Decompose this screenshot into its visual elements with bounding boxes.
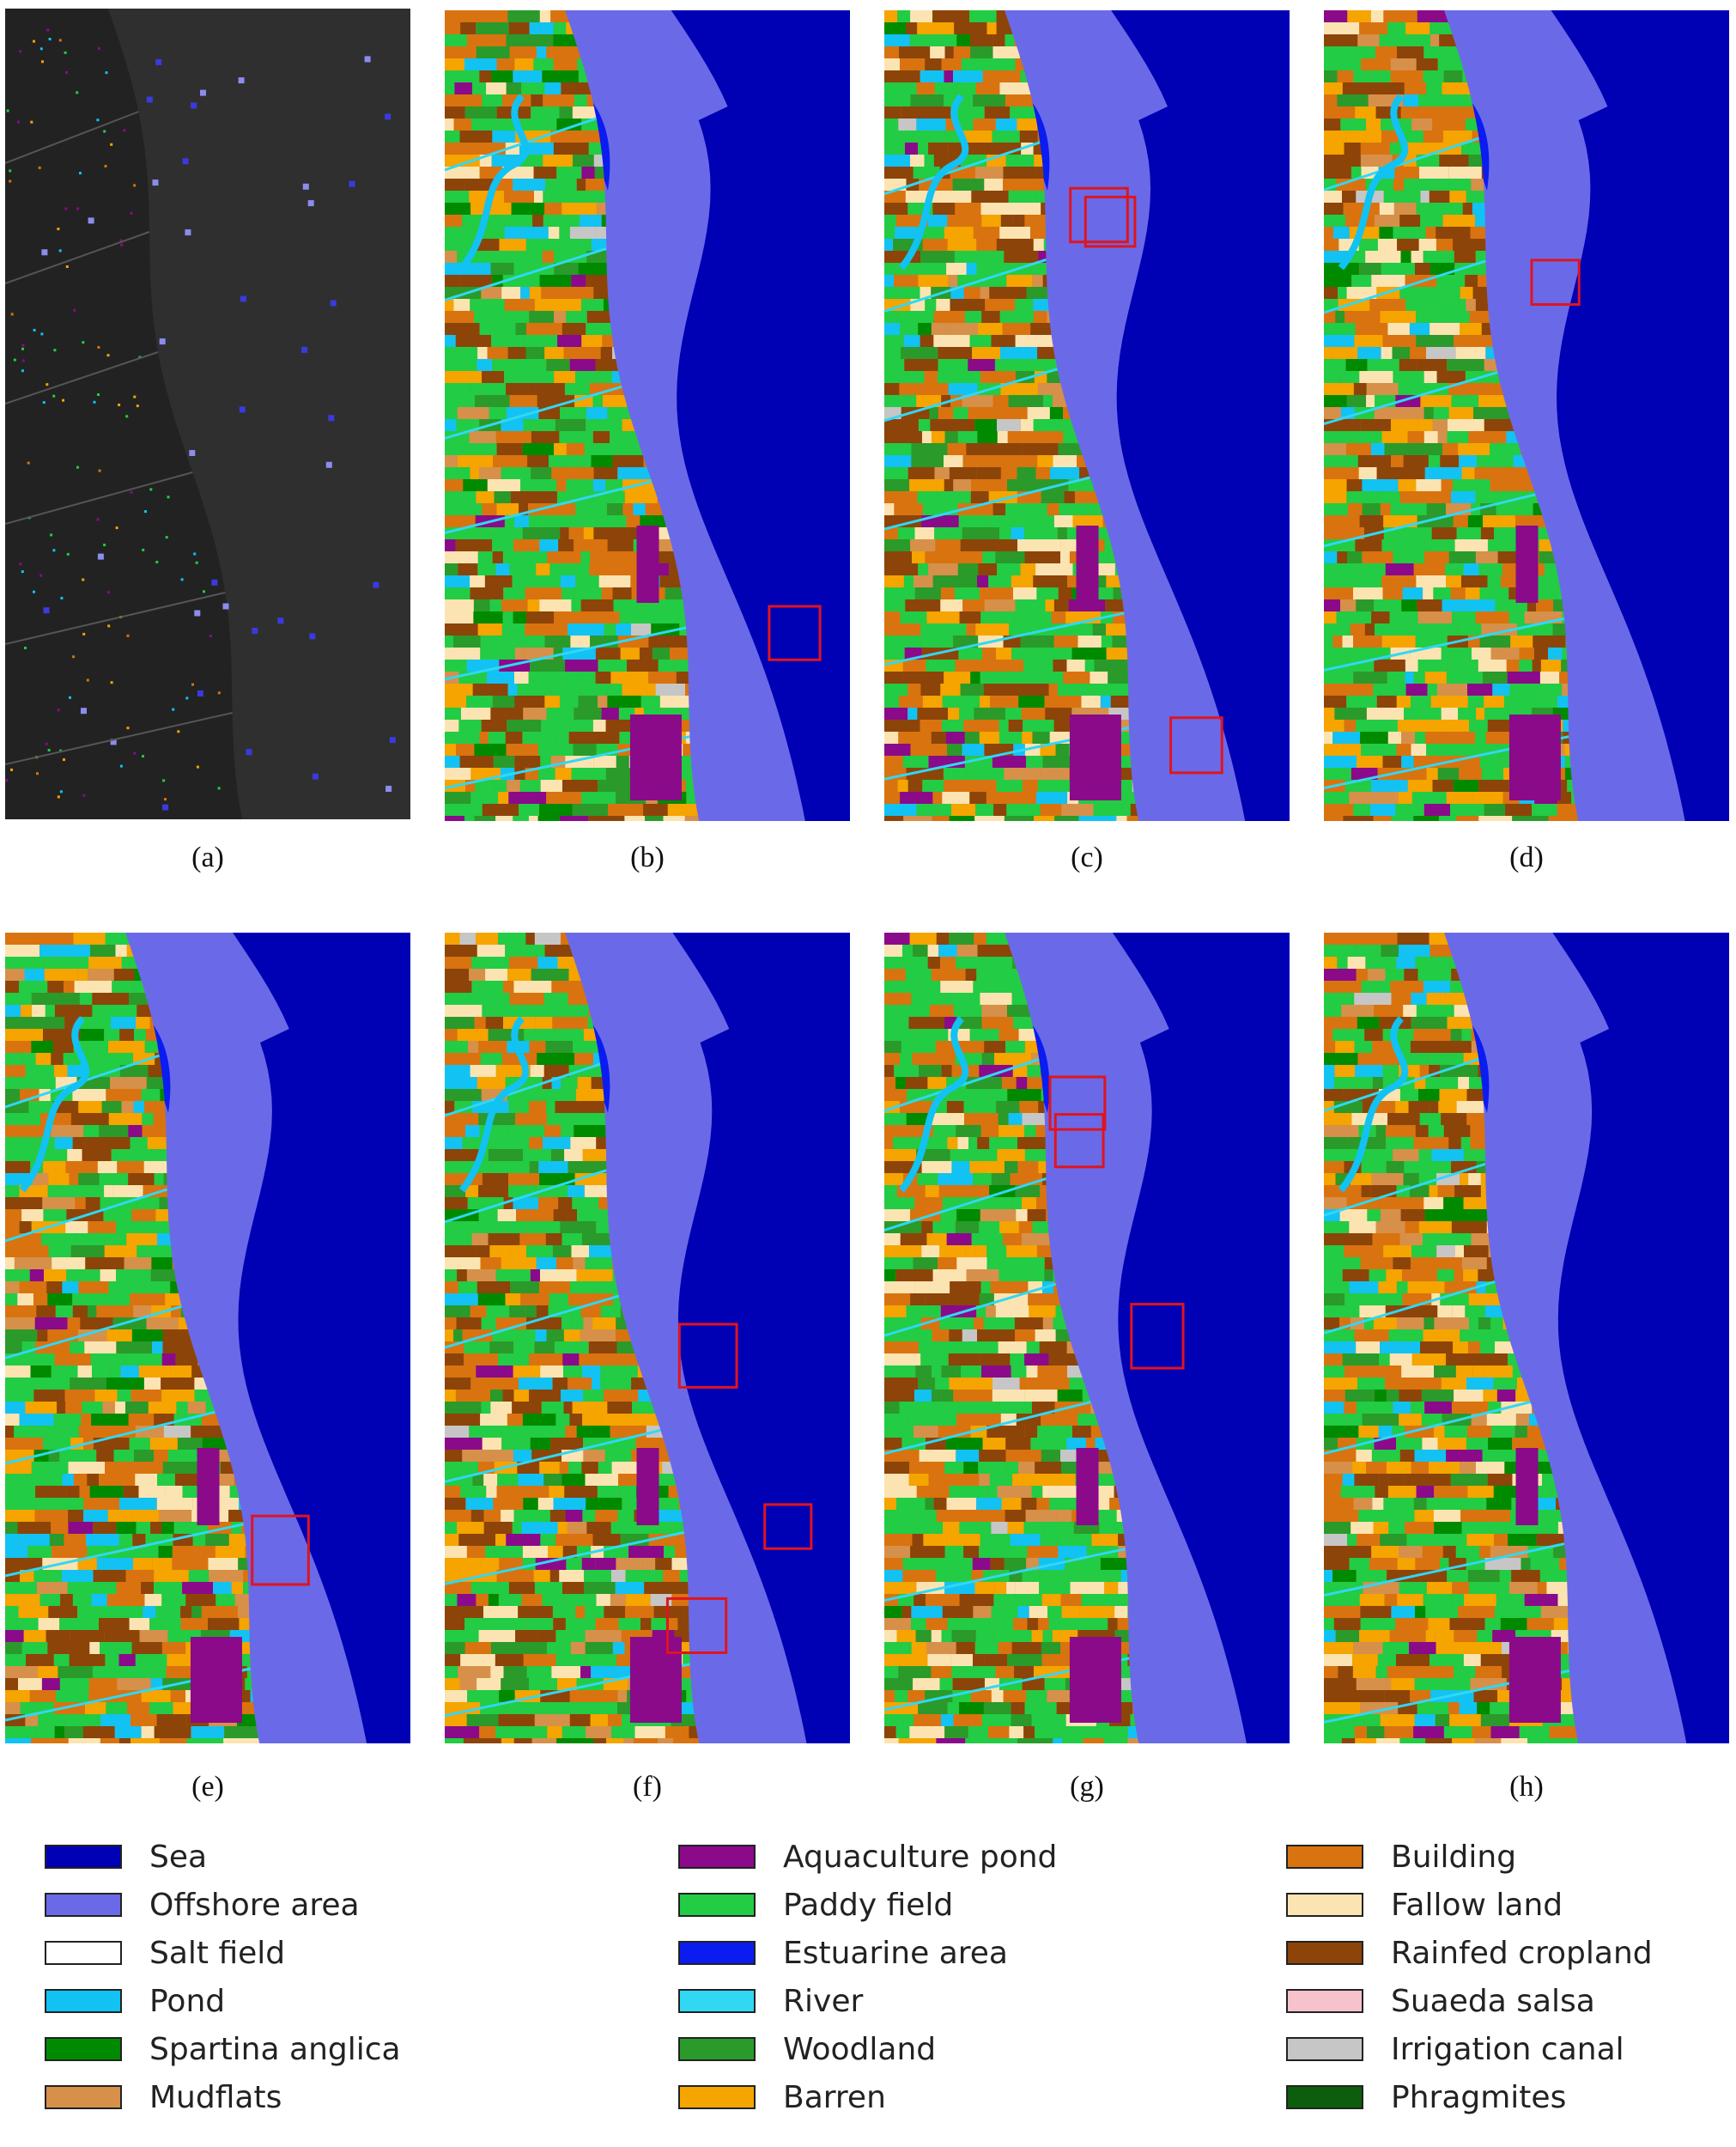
legend-label: Offshore area bbox=[149, 1887, 360, 1923]
legend-swatch bbox=[678, 2085, 756, 2109]
caption-b: (b) bbox=[630, 842, 665, 873]
caption-f: (f) bbox=[633, 1771, 662, 1803]
legend-swatch bbox=[1286, 2085, 1363, 2109]
legend-swatch bbox=[1286, 1941, 1363, 1965]
legend-label: Barren bbox=[783, 2079, 886, 2115]
legend-swatch bbox=[678, 1845, 756, 1869]
caption-e: (e) bbox=[191, 1771, 224, 1803]
legend-swatch bbox=[1286, 1989, 1363, 2013]
panel-e-classification-map bbox=[5, 933, 410, 1743]
legend-item: Fallow land bbox=[1286, 1886, 1563, 1924]
legend-item: Paddy field bbox=[678, 1886, 953, 1924]
panel-g-classification-map bbox=[884, 933, 1290, 1743]
legend-swatch bbox=[1286, 1893, 1363, 1917]
legend-label: Woodland bbox=[783, 2031, 937, 2067]
legend-item: Phragmites bbox=[1286, 2078, 1566, 2116]
legend-item: River bbox=[678, 1982, 863, 2020]
legend-label: Estuarine area bbox=[783, 1935, 1008, 1971]
panel-c-classification-map bbox=[884, 10, 1290, 821]
legend-item: Irrigation canal bbox=[1286, 2030, 1624, 2068]
legend-swatch bbox=[1286, 2037, 1363, 2061]
legend-item: Building bbox=[1286, 1838, 1516, 1876]
legend-label: Fallow land bbox=[1391, 1887, 1563, 1923]
panel-h-classification-map bbox=[1324, 933, 1729, 1743]
panel-a-sample-image bbox=[5, 9, 410, 819]
legend-label: Mudflats bbox=[149, 2079, 282, 2115]
legend-label: Pond bbox=[149, 1983, 226, 2019]
caption-c: (c) bbox=[1071, 842, 1103, 873]
legend-label: Salt field bbox=[149, 1935, 286, 1971]
legend-swatch bbox=[1286, 1845, 1363, 1869]
legend-label: Aquaculture pond bbox=[783, 1839, 1058, 1875]
legend-item: Mudflats bbox=[45, 2078, 282, 2116]
legend-item: Suaeda salsa bbox=[1286, 1982, 1595, 2020]
legend-swatch bbox=[45, 1845, 122, 1869]
caption-g: (g) bbox=[1070, 1771, 1104, 1803]
legend-item: Rainfed cropland bbox=[1286, 1934, 1653, 1972]
legend-swatch bbox=[678, 1941, 756, 1965]
legend-swatch bbox=[678, 2037, 756, 2061]
legend-swatch bbox=[45, 1989, 122, 2013]
legend-label: Spartina anglica bbox=[149, 2031, 401, 2067]
legend-swatch bbox=[45, 1941, 122, 1965]
legend-label: Sea bbox=[149, 1839, 208, 1875]
classification-map-svg bbox=[5, 933, 410, 1743]
legend-item: Barren bbox=[678, 2078, 886, 2116]
caption-h: (h) bbox=[1509, 1771, 1544, 1803]
legend-item: Spartina anglica bbox=[45, 2030, 401, 2068]
legend-label: River bbox=[783, 1983, 864, 2019]
classification-map-svg bbox=[884, 933, 1290, 1743]
legend-item: Salt field bbox=[45, 1934, 285, 1972]
legend-swatch bbox=[678, 1989, 756, 2013]
legend-label: Rainfed cropland bbox=[1391, 1935, 1653, 1971]
panel-f-classification-map bbox=[445, 933, 850, 1743]
legend-item: Pond bbox=[45, 1982, 225, 2020]
classification-map-svg bbox=[884, 10, 1290, 821]
legend-swatch bbox=[678, 1893, 756, 1917]
legend-item: Offshore area bbox=[45, 1886, 360, 1924]
legend-item: Sea bbox=[45, 1838, 207, 1876]
legend-label: Paddy field bbox=[783, 1887, 954, 1923]
legend-item: Woodland bbox=[678, 2030, 936, 2068]
classification-map-svg bbox=[1324, 933, 1729, 1743]
panel-b-classification-map bbox=[445, 10, 850, 821]
classification-map-svg bbox=[445, 933, 850, 1743]
legend-label: Building bbox=[1391, 1839, 1517, 1875]
legend-label: Phragmites bbox=[1391, 2079, 1567, 2115]
legend-label: Suaeda salsa bbox=[1391, 1983, 1595, 2019]
panel-d-classification-map bbox=[1324, 10, 1729, 821]
sample-image-svg bbox=[5, 9, 410, 819]
legend-swatch bbox=[45, 2037, 122, 2061]
legend-item: Aquaculture pond bbox=[678, 1838, 1057, 1876]
classification-map-svg bbox=[445, 10, 850, 821]
caption-a: (a) bbox=[191, 842, 224, 873]
legend: Sea Offshore area Salt field Pond Sparti… bbox=[0, 1838, 1736, 2147]
legend-item: Estuarine area bbox=[678, 1934, 1008, 1972]
caption-d: (d) bbox=[1509, 842, 1544, 873]
legend-swatch bbox=[45, 1893, 122, 1917]
legend-label: Irrigation canal bbox=[1391, 2031, 1624, 2067]
legend-swatch bbox=[45, 2085, 122, 2109]
classification-map-svg bbox=[1324, 10, 1729, 821]
